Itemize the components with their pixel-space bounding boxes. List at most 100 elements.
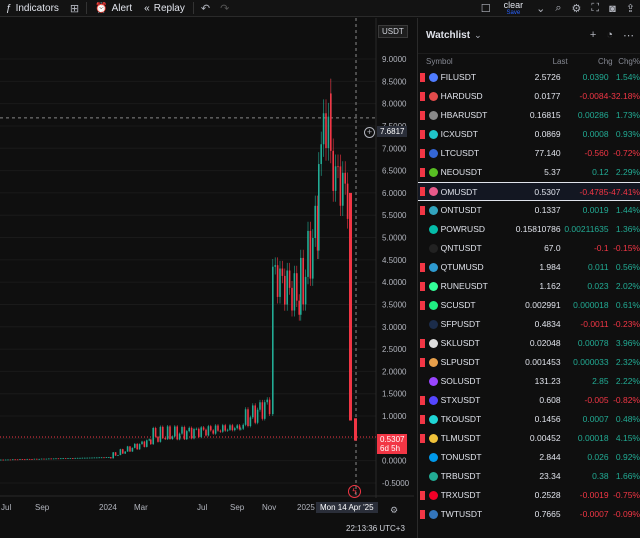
watchlist-row[interactable]: TWTUSDT 0.7665 -0.0007 -0.09% xyxy=(418,505,640,524)
flag-icon[interactable] xyxy=(420,187,425,196)
flag-icon[interactable] xyxy=(420,414,425,424)
watchlist-row[interactable]: HARDUSD 0.0177 -0.0084 -32.18% xyxy=(418,87,640,106)
price-tick-label: 4.5000 xyxy=(382,256,407,265)
watchlist-row[interactable]: RUNEUSDT 1.162 0.023 2.02% xyxy=(418,277,640,296)
flag-icon[interactable] xyxy=(420,129,425,139)
watchlist-row[interactable]: OMUSDT 0.5307 -0.4785 -47.41% xyxy=(418,182,640,201)
flag-icon[interactable] xyxy=(420,167,425,177)
search-icon[interactable]: ⌕ xyxy=(555,2,562,14)
flag-icon[interactable] xyxy=(420,357,425,367)
watchlist-row[interactable]: QTUMUSD 1.984 0.011 0.56% xyxy=(418,258,640,277)
more-options-icon[interactable]: ⋯ xyxy=(623,30,634,42)
watchlist-row[interactable]: ICXUSDT 0.0869 0.0008 0.93% xyxy=(418,125,640,144)
flag-icon[interactable] xyxy=(420,262,425,272)
chgp-column-header[interactable]: Chg% xyxy=(618,56,640,66)
flag-icon[interactable] xyxy=(420,490,425,500)
candlestick-chart-canvas[interactable]: 9.00008.50008.00007.50007.00006.50006.00… xyxy=(0,18,414,538)
replay-button[interactable]: « Replay xyxy=(144,2,185,14)
upload-icon[interactable]: ⇪ xyxy=(625,3,635,15)
watchlist-title[interactable]: Watchlist xyxy=(426,30,471,41)
watchlist-row[interactable]: SLPUSDT 0.001453 0.000033 2.32% xyxy=(418,353,640,372)
last-price: 2.844 xyxy=(539,452,561,462)
candle-body xyxy=(100,457,103,459)
watchlist-row[interactable]: SKLUSDT 0.02048 0.00078 3.96% xyxy=(418,334,640,353)
coin-logo-icon xyxy=(428,129,438,139)
redo-icon[interactable]: ↷ xyxy=(220,2,230,15)
flag-icon[interactable] xyxy=(420,91,425,101)
watchlist-row[interactable]: TRXUSDT 0.2528 -0.0019 -0.75% xyxy=(418,486,640,505)
price-change: -0.005 xyxy=(584,395,609,405)
watchlist-row[interactable]: ONTUSDT 0.1337 0.0019 1.44% xyxy=(418,201,640,220)
flag-icon[interactable] xyxy=(420,300,425,310)
watchlist-row[interactable]: TRBUSDT 23.34 0.38 1.66% xyxy=(418,467,640,486)
layout-square-icon[interactable]: ☐ xyxy=(480,3,491,15)
watchlist-row[interactable]: SOLUSDT 131.23 2.85 2.22% xyxy=(418,372,640,391)
flag-icon[interactable] xyxy=(420,281,425,291)
indicators-button[interactable]: ƒ Indicators xyxy=(6,2,59,14)
flag-icon[interactable] xyxy=(420,205,425,215)
chevron-down-icon[interactable]: ⌄ xyxy=(536,3,546,15)
watchlist-row[interactable]: STXUSDT 0.608 -0.005 -0.82% xyxy=(418,391,640,410)
flag-icon[interactable] xyxy=(420,148,425,158)
price-change: -0.0019 xyxy=(579,490,609,500)
watchlist-row[interactable]: LTCUSDT 77.140 -0.560 -0.72% xyxy=(418,144,640,163)
add-alert-plus-icon[interactable]: + xyxy=(364,127,375,138)
candle-body xyxy=(7,459,9,461)
flag-icon[interactable] xyxy=(420,72,425,82)
watchlist-row[interactable]: POWRUSD 0.15810786 0.00211635 1.36% xyxy=(418,220,640,239)
flag-icon[interactable] xyxy=(420,395,425,405)
camera-icon[interactable]: ◙ xyxy=(609,2,616,15)
watchlist-row[interactable]: TKOUSDT 0.1456 0.0007 0.48% xyxy=(418,410,640,429)
flag-icon[interactable] xyxy=(420,225,425,234)
price-tick-label: 0.0000 xyxy=(382,457,407,466)
flag-icon[interactable] xyxy=(420,453,425,462)
watchlist-row[interactable]: TONUSDT 2.844 0.026 0.92% xyxy=(418,448,640,467)
coin-logo-icon xyxy=(428,414,438,424)
price-change: 0.38 xyxy=(592,471,609,481)
flag-icon[interactable] xyxy=(420,377,425,386)
chg-column-header[interactable]: Chg xyxy=(597,56,613,66)
flag-icon[interactable] xyxy=(420,509,425,519)
price-chart[interactable]: 9.00008.50008.00007.50007.00006.50006.00… xyxy=(0,18,414,538)
flag-icon[interactable] xyxy=(420,244,425,253)
clock-history-icon[interactable]: ◔ xyxy=(606,29,613,41)
symbol-name: LTCUSDT xyxy=(440,148,480,158)
layout-name-button[interactable]: clear Save xyxy=(503,0,524,16)
timezone-clock[interactable]: 22:13:36 UTC+3 xyxy=(346,524,405,533)
price-tick-label: 4.0000 xyxy=(382,278,407,287)
lightning-icon[interactable]: ϟ xyxy=(348,485,361,498)
fullscreen-icon[interactable]: ⛶ xyxy=(591,2,600,14)
watchlist-row[interactable]: HBARUSDT 0.16815 0.00286 1.73% xyxy=(418,106,640,125)
flag-icon[interactable] xyxy=(420,320,425,329)
watchlist-row[interactable]: NEOUSDT 5.37 0.12 2.29% xyxy=(418,163,640,182)
undo-icon[interactable]: ↶ xyxy=(200,2,211,15)
watchlist-row[interactable]: SFPUSDT 0.4834 -0.0011 -0.23% xyxy=(418,315,640,334)
flag-icon[interactable] xyxy=(420,472,425,481)
add-symbol-plus-icon[interactable]: + xyxy=(589,29,597,41)
candle-body xyxy=(279,268,281,297)
symbol-column-header[interactable]: Symbol xyxy=(426,56,453,66)
alert-button[interactable]: ⏰ Alert xyxy=(95,2,133,14)
flag-icon[interactable] xyxy=(420,338,425,348)
watchlist-row[interactable]: TLMUSDT 0.00452 0.00018 4.15% xyxy=(418,429,640,448)
candle-body xyxy=(195,428,198,430)
chevron-down-icon[interactable]: ⌄ xyxy=(474,30,482,40)
price-change: -0.0007 xyxy=(579,509,609,519)
symbol-name: HBARUSDT xyxy=(440,110,488,120)
axis-settings-icon[interactable]: ⚙ xyxy=(390,505,399,515)
last-price: 131.23 xyxy=(534,376,561,386)
price-change: 0.0390 xyxy=(582,72,609,82)
candle-body xyxy=(318,164,320,251)
flag-icon[interactable] xyxy=(420,110,425,120)
watchlist-row[interactable]: SCUSDT 0.002991 0.000018 0.61% xyxy=(418,296,640,315)
coin-logo-icon xyxy=(428,471,438,481)
watchlist-row[interactable]: QNTUSDT 67.0 -0.1 -0.15% xyxy=(418,239,640,258)
flag-icon[interactable] xyxy=(420,433,425,443)
candle-body xyxy=(169,426,171,440)
currency-label[interactable]: USDT xyxy=(378,25,408,38)
last-column-header[interactable]: Last xyxy=(552,56,568,66)
last-price: 77.140 xyxy=(534,148,561,158)
gear-icon[interactable]: ⚙ xyxy=(571,3,582,15)
layouts-icon[interactable]: ⊞ xyxy=(69,2,80,15)
watchlist-row[interactable]: FILUSDT 2.5726 0.0390 1.54% xyxy=(418,68,640,87)
